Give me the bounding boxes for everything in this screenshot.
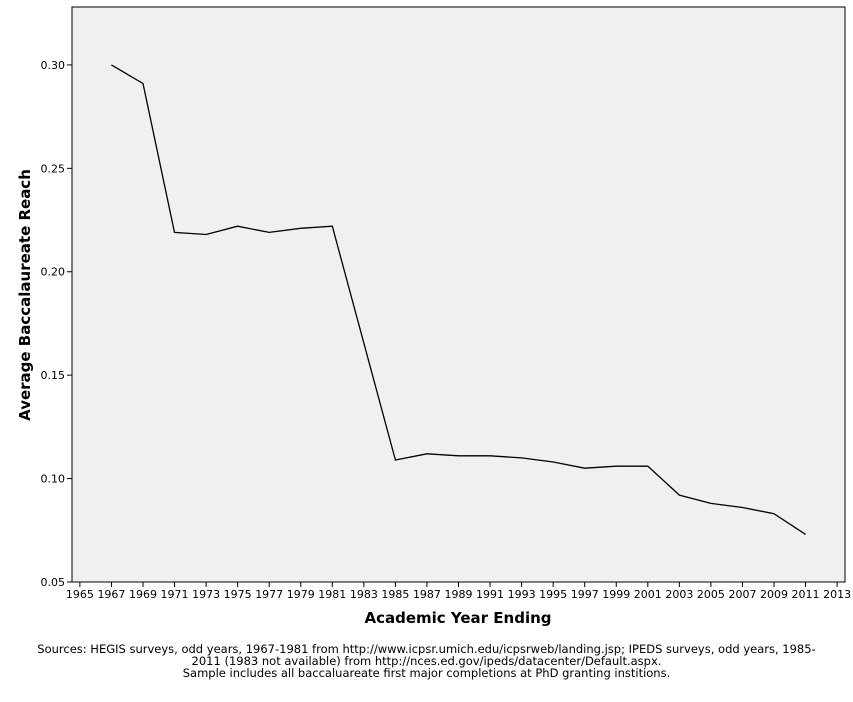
x-tick-label: 1983 [350,588,378,601]
x-tick-label: 1987 [413,588,441,601]
y-tick-label: 0.25 [41,162,66,175]
x-tick-label: 2007 [728,588,756,601]
y-tick-label: 0.10 [41,473,66,486]
x-tick-label: 1969 [129,588,157,601]
x-tick-label: 1971 [161,588,189,601]
x-tick-label: 1979 [287,588,315,601]
x-tick-label: 1967 [97,588,125,601]
plot-area [71,6,846,583]
source-note-line-1: Sources: HEGIS surveys, odd years, 1967-… [37,642,816,656]
x-tick-label: 1989 [445,588,473,601]
x-tick-label: 2009 [760,588,788,601]
x-tick-label: 1985 [381,588,409,601]
x-tick-label: 1977 [255,588,283,601]
x-tick-label: 1993 [508,588,536,601]
series-layer [111,64,806,535]
y-tick-label: 0.05 [41,576,66,589]
y-tick-label: 0.15 [41,369,66,382]
x-tick-label: 2013 [823,588,851,601]
x-tick-label: 1975 [224,588,252,601]
x-tick-label: 2001 [634,588,662,601]
source-note-line-2: 2011 (1983 not available) from http://nc… [191,654,662,668]
x-tick-label: 2005 [697,588,725,601]
source-note-line-3: Sample includes all baccaluareate first … [182,666,671,680]
x-tick-label: 2003 [665,588,693,601]
x-tick-label: 1973 [192,588,220,601]
x-tick-label: 1997 [571,588,599,601]
x-tick-label: 1965 [66,588,94,601]
x-axis-title: Academic Year Ending [364,609,551,627]
x-tick-label: 1991 [476,588,504,601]
y-axis-title: Average Baccalaureate Reach [16,169,34,421]
x-tick-label: 1995 [539,588,567,601]
y-tick-label: 0.30 [41,59,66,72]
y-tick-label: 0.20 [41,266,66,279]
series-line [111,64,806,535]
x-tick-label: 1981 [318,588,346,601]
x-tick-label: 2011 [792,588,820,601]
x-tick-label: 1999 [602,588,630,601]
y-axis: 0.05 0.10 0.15 0.20 0.25 0.30 [41,59,72,589]
x-axis: 1965 1967 1969 1971 1973 1975 1977 1979 1981 1983… [66,582,851,601]
